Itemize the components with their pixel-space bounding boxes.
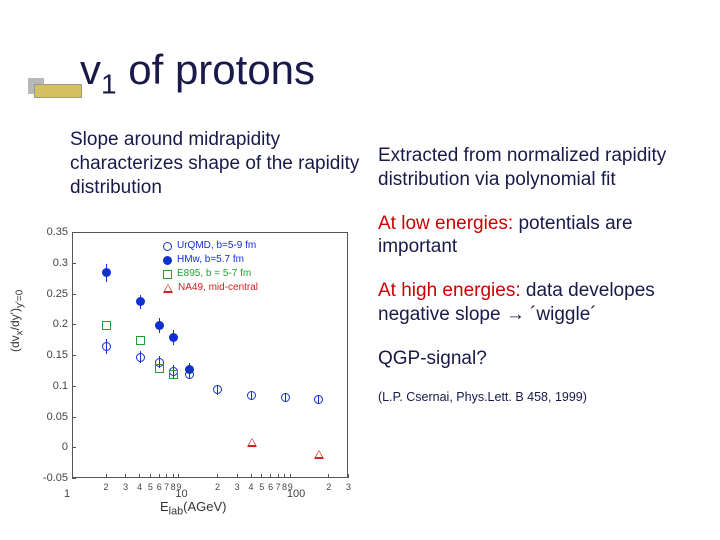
x-axis-label: Elab(AGeV) [160, 499, 226, 518]
right-column: Extracted from normalized rapidity distr… [378, 144, 698, 404]
para-extracted: Extracted from normalized rapidity distr… [378, 144, 698, 192]
para-low-energies: At low energies: potentials are importan… [378, 212, 698, 260]
y-tick-label: 0.15 [34, 349, 68, 361]
title-bullet-decoration [28, 78, 88, 100]
y-tick-label: 0.35 [34, 226, 68, 238]
y-tick-label: 0.25 [34, 288, 68, 300]
x-tick-label: 1 [64, 488, 70, 500]
high-energies-label: At high energies: [378, 280, 521, 301]
legend-entry: NA49, mid-central [163, 281, 258, 295]
para-qgp: QGP-signal? [378, 347, 698, 371]
citation-text: (L.P. Csernai, Phys.Lett. B 458, 1999) [378, 390, 698, 404]
legend-entry: HMw, b=5.7 fm [163, 253, 258, 267]
y-tick-label: 0.3 [34, 257, 68, 269]
slide-title: v1 of protons [80, 46, 315, 100]
legend-entry: UrQMD, b=5-9 fm [163, 239, 258, 253]
subtitle-text: Slope around midrapidity characterizes s… [70, 128, 360, 199]
y-tick-label: -0.05 [34, 472, 68, 484]
v1-slope-chart: (dvx/dy')y'=0 UrQMD, b=5-9 fmHMw, b=5.7 … [20, 222, 360, 518]
y-tick-label: 0 [34, 441, 68, 453]
plot-area: UrQMD, b=5-9 fmHMw, b=5.7 fmE895, b = 5-… [72, 232, 348, 478]
y-axis-label: (dvx/dy')y'=0 [8, 290, 25, 352]
low-energies-label: At low energies: [378, 213, 513, 234]
y-tick-label: 0.2 [34, 318, 68, 330]
y-tick-label: 0.1 [34, 380, 68, 392]
chart-legend: UrQMD, b=5-9 fmHMw, b=5.7 fmE895, b = 5-… [163, 239, 258, 295]
legend-entry: E895, b = 5-7 fm [163, 267, 258, 281]
y-tick-label: 0.05 [34, 411, 68, 423]
para-high-energies: At high energies: data developes negativ… [378, 279, 698, 327]
